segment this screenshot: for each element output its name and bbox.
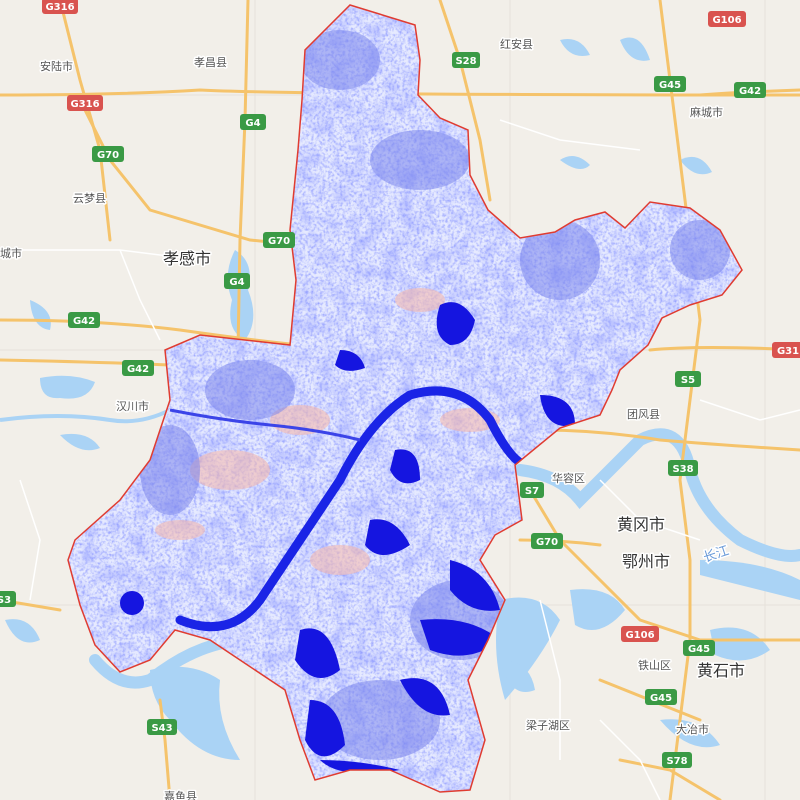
han-river-overlay bbox=[169, 408, 361, 442]
shield-g45-c: G45 bbox=[645, 689, 677, 705]
shield-s3: S3 bbox=[0, 591, 16, 607]
svg-text:S7: S7 bbox=[525, 486, 539, 497]
yangtze-river-overlay bbox=[175, 386, 530, 632]
shield-g4-b: G4 bbox=[224, 273, 250, 289]
label-yunmeng: 云梦县 bbox=[73, 192, 106, 205]
svg-text:G70: G70 bbox=[97, 150, 119, 161]
city-labels: 孝感市 黄冈市 鄂州市 黄石市 安陆市 孝昌县 红安县 麻城市 云梦县 汉川市 … bbox=[0, 36, 747, 800]
svg-text:G45: G45 bbox=[650, 693, 672, 704]
water-bodies bbox=[5, 37, 800, 760]
svg-text:G4: G4 bbox=[245, 118, 260, 129]
svg-text:S78: S78 bbox=[666, 756, 687, 767]
svg-text:G45: G45 bbox=[659, 80, 681, 91]
svg-text:G31: G31 bbox=[777, 346, 799, 357]
svg-text:G4: G4 bbox=[229, 277, 244, 288]
label-huangshi: 黄石市 bbox=[697, 661, 745, 680]
shield-s38: S38 bbox=[668, 460, 698, 476]
minor-roads bbox=[0, 119, 800, 800]
shield-g42-b: G42 bbox=[68, 312, 100, 328]
shield-g70-a: G70 bbox=[92, 146, 124, 162]
shield-s28: S28 bbox=[452, 52, 480, 68]
svg-text:G70: G70 bbox=[536, 537, 558, 548]
label-xiaogan: 孝感市 bbox=[163, 249, 211, 268]
shield-g316-top: G316 bbox=[42, 0, 78, 14]
label-tieshan: 铁山区 bbox=[638, 659, 671, 672]
shield-g31: G31 bbox=[772, 342, 800, 358]
svg-text:S3: S3 bbox=[0, 595, 11, 606]
svg-text:G42: G42 bbox=[739, 86, 761, 97]
svg-text:G316: G316 bbox=[45, 2, 74, 13]
label-huarong: 华容区 bbox=[552, 471, 585, 485]
label-yingcheng: 城市 bbox=[0, 246, 22, 260]
svg-text:S38: S38 bbox=[672, 464, 693, 475]
label-tuanfeng: 团风县 bbox=[627, 408, 660, 421]
label-xiaochang: 孝昌县 bbox=[194, 56, 227, 69]
shield-s7: S7 bbox=[520, 482, 544, 498]
shield-g70-b: G70 bbox=[263, 232, 295, 248]
shield-g106-mid: G106 bbox=[621, 626, 659, 642]
shield-s43: S43 bbox=[147, 719, 177, 735]
label-daye: 大冶市 bbox=[676, 722, 709, 736]
svg-text:G106: G106 bbox=[712, 15, 741, 26]
label-jiayu: 嘉鱼县 bbox=[164, 789, 197, 800]
shield-g106-top: G106 bbox=[708, 11, 746, 27]
svg-text:G42: G42 bbox=[127, 364, 149, 375]
shield-g45-a: G45 bbox=[654, 76, 686, 92]
han-river-outside bbox=[0, 408, 171, 424]
road-shields: G316 G316 G106 G106 S28 G45 G45 G45 G42 … bbox=[0, 0, 800, 768]
shield-g42-c: G42 bbox=[122, 360, 154, 376]
label-liangzihu: 梁子湖区 bbox=[526, 718, 570, 732]
svg-text:G106: G106 bbox=[625, 630, 654, 641]
svg-text:G42: G42 bbox=[73, 316, 95, 327]
label-anlu: 安陆市 bbox=[40, 59, 73, 73]
shield-g316-left: G316 bbox=[67, 95, 103, 111]
shield-s5: S5 bbox=[675, 371, 701, 387]
label-ezhou: 鄂州市 bbox=[622, 552, 670, 571]
svg-text:G70: G70 bbox=[268, 236, 290, 247]
shield-g70-c: G70 bbox=[531, 533, 563, 549]
svg-text:G45: G45 bbox=[688, 644, 710, 655]
label-huanggang: 黄冈市 bbox=[617, 515, 665, 534]
label-macheng: 麻城市 bbox=[690, 105, 723, 119]
label-hanchuan: 汉川市 bbox=[116, 399, 149, 413]
shield-s78: S78 bbox=[662, 752, 692, 768]
svg-text:S43: S43 bbox=[151, 723, 172, 734]
label-hongan: 红安县 bbox=[500, 37, 533, 51]
svg-text:G316: G316 bbox=[70, 99, 99, 110]
shield-g42-a: G42 bbox=[734, 82, 766, 98]
shield-g45-b: G45 bbox=[683, 640, 715, 656]
svg-text:S5: S5 bbox=[681, 375, 695, 386]
svg-text:S28: S28 bbox=[455, 56, 476, 67]
shield-g4-a: G4 bbox=[240, 114, 266, 130]
